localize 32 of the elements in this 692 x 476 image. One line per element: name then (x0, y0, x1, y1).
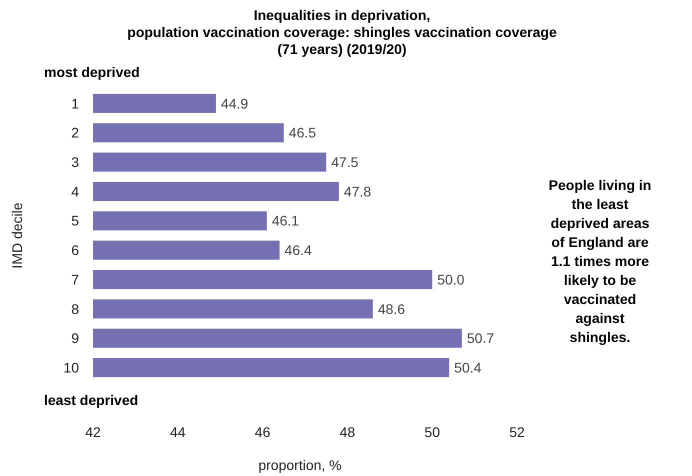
x-tick-label: 42 (85, 424, 101, 440)
y-tick-label: 8 (71, 300, 80, 317)
y-axis-title: IMD decile (9, 202, 25, 269)
y-tick-label: 6 (71, 242, 80, 258)
data-label: 48.6 (378, 300, 406, 317)
text: People living in the least deprived areas of England are 1.1 times more likely to be vaccinated against shingles. (548, 177, 652, 345)
y-tick-label: 4 (71, 183, 80, 200)
y-tick-label: 10 (63, 359, 80, 376)
y-tick-label: 5 (71, 212, 80, 229)
data-label: 47.5 (331, 154, 359, 170)
data-label: 47.8 (344, 183, 372, 200)
text: most deprived (44, 64, 140, 80)
data-label: 50.0 (437, 271, 465, 288)
chart-title: Inequalities in deprivation, population vaccination coverage: shingles vaccination coverage (71 years) (2019/20) (127, 7, 557, 57)
x-tick-label: 46 (254, 424, 271, 440)
y-tick-label: 3 (71, 154, 80, 170)
data-label: 46.4 (284, 242, 312, 258)
y-tick-label: 9 (71, 330, 80, 346)
text: least deprived (44, 392, 138, 408)
y-tick-label: 2 (71, 124, 80, 141)
y-tick-label: 7 (71, 271, 80, 288)
data-label: 46.5 (288, 124, 316, 141)
data-label: 46.1 (272, 212, 300, 229)
x-tick-label: 50 (424, 424, 440, 440)
x-tick-label: 44 (170, 424, 186, 440)
data-label: 50.4 (454, 359, 482, 376)
data-label: 44.9 (220, 95, 248, 112)
data-label: 50.7 (466, 330, 494, 346)
x-axis-title: proportion, % (258, 457, 342, 473)
x-tick-label: 48 (340, 424, 356, 440)
y-tick-label: 1 (71, 95, 80, 112)
x-tick-label: 52 (509, 424, 525, 440)
